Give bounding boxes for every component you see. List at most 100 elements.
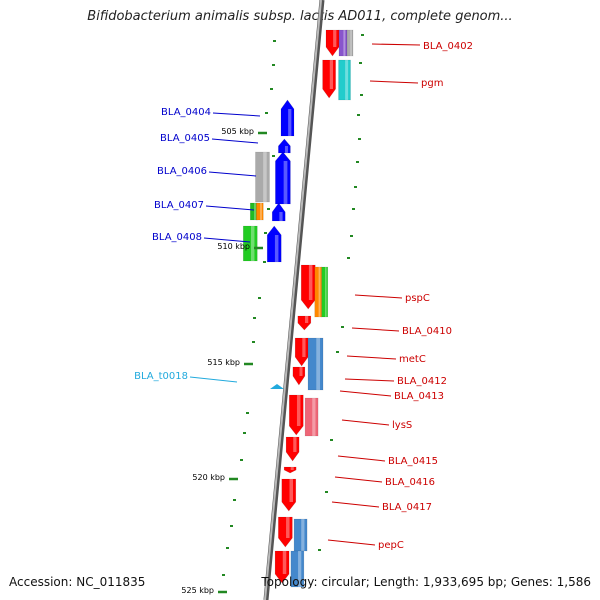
- gene-glyph-shine: [333, 30, 337, 47]
- gene-glyph: [293, 518, 308, 552]
- gene-label[interactable]: BLA_0417: [382, 502, 432, 513]
- accession-text: Accession: NC_011835: [9, 575, 146, 589]
- label-leader-line: [339, 390, 392, 397]
- label-leader-line: [211, 138, 259, 144]
- gene-glyph-shine: [301, 519, 305, 551]
- gene-glyph: [290, 550, 305, 588]
- gene-label[interactable]: pspC: [405, 293, 430, 304]
- gene-label[interactable]: metC: [399, 354, 426, 365]
- gene-glyph: [278, 516, 293, 548]
- trna-glyph: [270, 384, 284, 389]
- label-leader-line: [334, 476, 383, 483]
- gene-label[interactable]: BLA_t0018: [134, 371, 188, 382]
- gene-glyph: [325, 29, 340, 57]
- gene-label[interactable]: lysS: [392, 420, 412, 431]
- label-leader-line: [346, 355, 397, 360]
- gene-glyph: [322, 59, 336, 99]
- gene-label[interactable]: BLA_0408: [152, 232, 202, 243]
- gene-glyph: [275, 151, 291, 205]
- gene-label[interactable]: BLA_0415: [388, 456, 438, 467]
- label-leader-line: [189, 376, 238, 383]
- gene-glyph-shine: [299, 367, 303, 376]
- gene-glyph: [242, 225, 258, 262]
- gene-glyph: [338, 29, 348, 57]
- gene-glyph-shine: [250, 226, 255, 261]
- gene-label[interactable]: BLA_0404: [161, 107, 211, 118]
- gene-glyph-shine: [284, 146, 288, 153]
- label-leader-line: [203, 237, 251, 243]
- gene-label[interactable]: BLA_0402: [423, 41, 473, 52]
- label-leader-line: [205, 205, 255, 211]
- gene-glyph-shine: [283, 161, 288, 204]
- scale-ticks: 505 kbp 510 kbp 515 kbp 520 kbp 525 kbp: [181, 34, 364, 595]
- kbp-tick-label: 515 kbp: [207, 358, 240, 367]
- gene-glyph-shine: [260, 203, 262, 220]
- gene-glyph-shine: [325, 267, 327, 317]
- gene-label[interactable]: BLA_0406: [157, 166, 207, 177]
- gene-glyph-shine: [318, 267, 321, 317]
- gene-label[interactable]: BLA_0405: [160, 133, 210, 144]
- gene-glyph-shine: [312, 398, 316, 436]
- gene-glyph-shine: [254, 203, 256, 220]
- gene-glyph-shine: [296, 395, 301, 426]
- gene-glyph: [321, 266, 329, 318]
- gene-label[interactable]: BLA_0410: [402, 326, 452, 337]
- gene-glyph-shine: [298, 551, 302, 587]
- kbp-tick-label: 525 kbp: [181, 586, 214, 595]
- gene-glyph: [283, 466, 297, 474]
- gene-glyph: [307, 337, 324, 391]
- label-leader-line: [351, 327, 400, 332]
- gene-glyph-shine: [282, 551, 287, 574]
- gene-glyph: [285, 436, 300, 462]
- gene-glyph-shine: [329, 60, 334, 89]
- gene-glyph: [304, 397, 319, 437]
- gene-glyph-shine: [293, 437, 297, 452]
- gene-glyph: [278, 138, 291, 154]
- gene-glyph-shine: [305, 316, 309, 323]
- label-leader-line: [337, 455, 386, 462]
- kbp-tick-label: 520 kbp: [192, 473, 225, 482]
- gene-glyph: [281, 478, 297, 512]
- topology-text: Topology: circular; Length: 1,933,695 bp…: [261, 575, 591, 589]
- label-leader-line: [354, 294, 403, 299]
- gene-glyph: [274, 550, 290, 584]
- gene-glyph-shine: [279, 212, 283, 221]
- gene-glyph: [255, 202, 264, 221]
- gene-glyph: [338, 59, 351, 101]
- gene-glyph-shine: [308, 265, 313, 300]
- gene-glyph-shine: [263, 152, 267, 202]
- gene-glyph-shine: [286, 517, 290, 538]
- gene-glyph: [280, 99, 295, 137]
- gene-glyph-shine: [290, 467, 294, 470]
- label-leader-line: [208, 171, 257, 177]
- label-leader-line: [344, 378, 395, 382]
- gene-label[interactable]: BLA_0416: [385, 477, 435, 488]
- gene-glyph-shine: [274, 235, 279, 262]
- gene-glyph-shine: [345, 60, 349, 100]
- gene-label[interactable]: BLA_0413: [394, 391, 444, 402]
- gene-glyph: [292, 366, 306, 386]
- gene-glyph-shine: [316, 338, 321, 390]
- gene-glyph-shine: [350, 30, 352, 56]
- gene-glyph: [314, 266, 323, 318]
- gene-glyph-shine: [302, 338, 306, 357]
- map-title: Bifidobacterium animalis subsp. lactis A…: [87, 9, 513, 24]
- label-leader-line: [369, 80, 419, 84]
- gene-glyph: [271, 202, 286, 222]
- label-leader-line: [341, 419, 390, 426]
- label-leader-line: [327, 539, 376, 546]
- gene-glyph: [300, 264, 316, 310]
- gene-label[interactable]: BLA_0407: [154, 200, 204, 211]
- gene-label[interactable]: BLA_0412: [397, 376, 447, 387]
- gene-glyph-shine: [343, 30, 346, 56]
- gene-features: [242, 29, 354, 588]
- gene-label[interactable]: pgm: [421, 78, 443, 89]
- label-leader-line: [331, 501, 380, 508]
- gene-label[interactable]: pepC: [378, 540, 404, 551]
- label-leader-line: [212, 112, 261, 117]
- label-leader-line: [371, 43, 421, 46]
- gene-glyph: [255, 151, 270, 203]
- gene-glyph-shine: [289, 479, 293, 502]
